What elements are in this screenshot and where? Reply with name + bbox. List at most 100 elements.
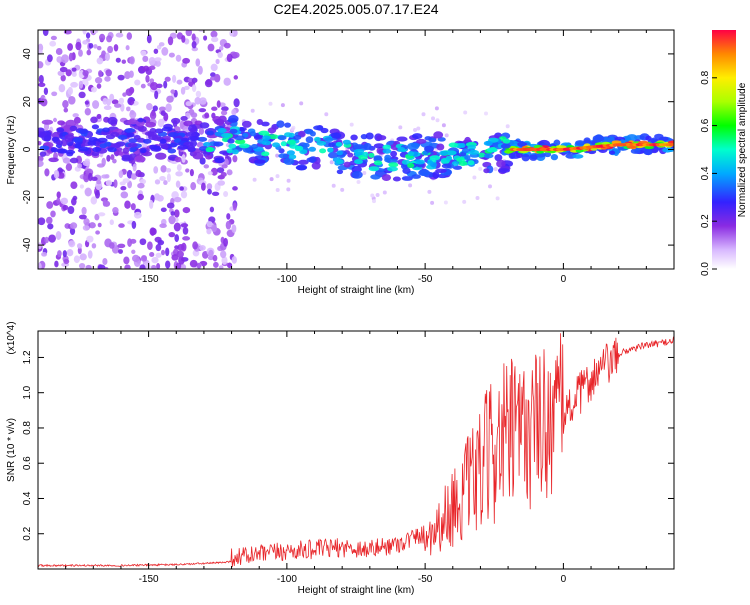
- spectrogram-cell: [87, 140, 97, 146]
- spectrogram-cell: [185, 168, 190, 173]
- spectrogram-cell: [154, 179, 161, 185]
- spectrogram-cell: [314, 136, 321, 142]
- spectrogram-cell: [305, 136, 314, 144]
- spectrogram-cell: [157, 118, 165, 128]
- spectrogram-cell: [445, 155, 453, 161]
- spectrogram-cell: [415, 159, 425, 165]
- spectrogram-cell: [102, 199, 107, 207]
- spectrogram-cell: [211, 36, 219, 43]
- spectrogram-cell: [221, 133, 231, 138]
- spectrogram-cell: [55, 47, 63, 56]
- spectrogram-cell: [483, 168, 490, 174]
- spectrogram-cell: [155, 244, 162, 252]
- spectrogram-cell: [147, 131, 157, 137]
- spectrogram-cell: [97, 264, 106, 269]
- spectrogram-cell: [234, 139, 246, 145]
- spectrogram-cell: [350, 134, 358, 141]
- spectrogram-cell: [221, 106, 229, 112]
- spectrogram-cell: [157, 239, 165, 246]
- spectrogram-cell: [382, 144, 392, 150]
- spectrogram-cell: [668, 143, 674, 147]
- spectrogram-cell: [54, 260, 59, 268]
- spectrogram-cell: [134, 79, 141, 86]
- spectrogram-cell: [91, 86, 97, 93]
- spectrogram-cell: [302, 142, 310, 148]
- spectrogram-cell: [206, 221, 213, 226]
- spectrogram-cell: [46, 216, 53, 225]
- spectrogram-cell: [227, 138, 235, 144]
- spectrogram-cell: [56, 127, 65, 133]
- spectrogram-cell: [544, 151, 552, 158]
- spectrogram-cell: [56, 197, 61, 205]
- spectrogram-cell: [275, 188, 280, 192]
- spectrogram-cell: [226, 53, 233, 63]
- spectrogram-cell: [234, 135, 246, 141]
- spectrogram-cell: [233, 75, 239, 80]
- spectrogram-cell: [658, 136, 669, 142]
- spectrogram-cell: [163, 180, 168, 186]
- spectrogram-cell: [109, 219, 114, 226]
- spectrogram-cell: [311, 162, 321, 170]
- spectrogram-cell: [146, 34, 152, 44]
- spectrogram-cell: [172, 74, 177, 83]
- spectrogram-cell: [443, 200, 448, 205]
- spectrogram-cell: [483, 140, 493, 146]
- spectrogram-cell: [40, 98, 48, 107]
- spectrogram-cell: [161, 47, 169, 56]
- spectrogram-cell: [388, 162, 399, 168]
- spectrogram-cell: [413, 128, 417, 132]
- spectrogram-cell: [38, 74, 44, 84]
- spectrogram-cell: [114, 103, 122, 108]
- spectrogram-cell: [416, 126, 421, 131]
- spectrogram-cell: [105, 134, 115, 140]
- spectrogram-cell: [140, 83, 146, 89]
- spectrogram-cell: [159, 223, 167, 228]
- spectrogram-cell: [117, 134, 128, 140]
- spectrogram-cell: [73, 255, 81, 264]
- spectrogram-cell: [41, 251, 48, 257]
- spectrogram-cell: [155, 252, 162, 258]
- spectrogram-cell: [179, 186, 184, 191]
- spectrogram-cell: [493, 167, 498, 172]
- spectrogram-cell: [42, 30, 49, 37]
- spectrogram-cell: [212, 254, 218, 262]
- snr-x-tick-label: -150: [139, 574, 159, 585]
- spectrogram-cell: [140, 256, 148, 262]
- spectrogram-cell: [486, 147, 498, 153]
- spectrogram-cell: [340, 187, 345, 192]
- spectrogram-cell: [77, 246, 82, 255]
- spectrogram-cell: [203, 35, 208, 41]
- spectrogram-cell: [82, 225, 90, 231]
- spectrogram-cell: [195, 58, 201, 67]
- spectrogram-cell: [226, 148, 234, 154]
- spectrogram-cell: [38, 217, 46, 226]
- spectrogram-cell: [154, 57, 162, 62]
- spectrogram-cell: [472, 175, 477, 180]
- spectrogram-cell: [390, 150, 398, 157]
- spectrogram-cell: [125, 45, 130, 51]
- snr-y-tick-label: 0.4: [22, 491, 33, 505]
- spectrogram-cell: [256, 119, 263, 125]
- spectrogram-cell: [119, 181, 126, 186]
- spectrogram-cell: [461, 148, 470, 154]
- spectrogram-cell: [126, 132, 135, 138]
- spectrogram-cell: [38, 61, 44, 69]
- spectrogram-cell: [296, 164, 308, 171]
- spectrogram-cell: [78, 262, 86, 269]
- spectrogram-cell: [160, 144, 169, 150]
- spectrogram-cell: [253, 159, 266, 164]
- spectrogram-cell: [156, 263, 161, 269]
- spectrogram-cell: [151, 256, 159, 264]
- spectrogram-cell: [425, 147, 432, 153]
- spectrogram-cell: [78, 146, 90, 152]
- spectrogram-cell: [75, 41, 82, 51]
- spectrogram-cell: [446, 150, 457, 156]
- spectrogram-cell: [57, 250, 62, 258]
- spectrogram-cell: [349, 122, 354, 127]
- spectrogram-cell: [662, 147, 673, 153]
- spectrogram-cell: [154, 60, 161, 67]
- spectrogram-cell: [217, 180, 226, 186]
- spectrogram-cell: [214, 157, 225, 164]
- spectrogram-cell: [165, 260, 171, 269]
- spectrogram-cell: [182, 206, 191, 214]
